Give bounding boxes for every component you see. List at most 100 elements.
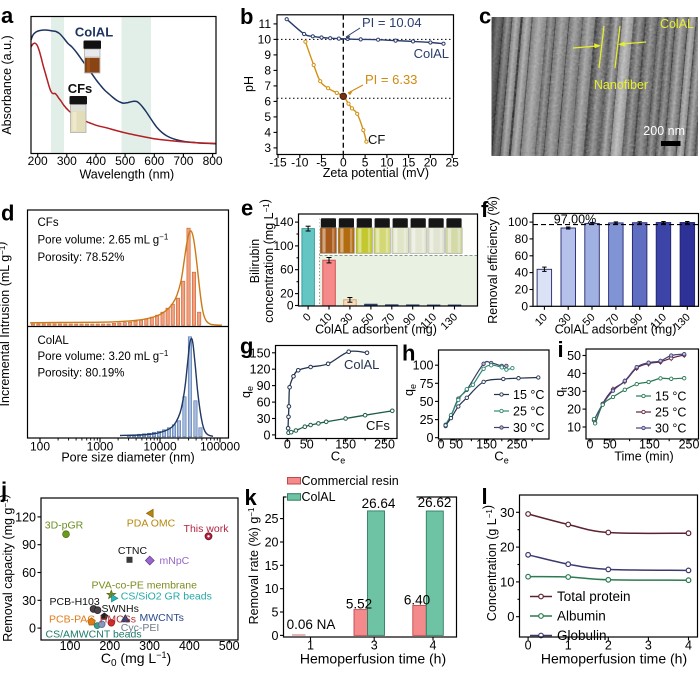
svg-text:50: 50 [300,438,314,452]
svg-text:Hemoperfusion time (h): Hemoperfusion time (h) [300,651,446,667]
svg-text:CFs: CFs [68,81,93,96]
svg-text:Wavelength (nm): Wavelength (nm) [79,168,174,182]
svg-text:3: 3 [264,141,271,155]
svg-text:0: 0 [287,299,294,313]
svg-text:15: 15 [265,559,279,573]
svg-text:200: 200 [28,154,48,168]
svg-text:20: 20 [424,156,438,170]
svg-text:PCB-H103: PCB-H103 [50,596,100,608]
svg-text:ColAL: ColAL [414,46,449,61]
svg-text:60: 60 [257,396,271,410]
svg-text:150: 150 [335,438,356,452]
svg-text:500: 500 [115,154,135,168]
svg-text:l: l [482,484,488,509]
svg-text:0: 0 [427,431,434,445]
svg-text:This work: This work [184,523,230,535]
svg-text:3D-pGR: 3D-pGR [45,520,84,532]
svg-text:600: 600 [144,154,164,168]
svg-text:PDA OMC: PDA OMC [127,518,176,530]
svg-text:0: 0 [587,438,594,452]
svg-text:26.64: 26.64 [362,496,396,511]
svg-text:100: 100 [60,639,81,653]
svg-text:4: 4 [264,125,271,139]
svg-text:50: 50 [567,349,581,363]
svg-text:15: 15 [402,156,416,170]
svg-text:10000: 10000 [143,440,177,454]
svg-text:30 °C: 30 °C [655,422,686,436]
svg-text:25: 25 [445,156,459,170]
svg-text:6.40: 6.40 [404,593,430,608]
svg-text:PI = 10.04: PI = 10.04 [362,15,422,30]
svg-text:Cyc-PEI: Cyc-PEI [121,622,160,634]
svg-text:Pore volume: 3.20 mL g−1: Pore volume: 3.20 mL g−1 [38,349,169,363]
svg-text:25: 25 [265,512,279,526]
svg-text:Porosity: 80.19%: Porosity: 80.19% [38,368,125,380]
svg-text:120: 120 [15,510,36,524]
svg-text:c: c [479,4,491,29]
svg-text:k: k [245,485,258,510]
svg-text:120: 120 [250,363,271,377]
svg-text:Commercial resin: Commercial resin [302,474,399,488]
svg-text:CS/AMWCNT beads: CS/AMWCNT beads [46,628,142,640]
svg-text:80: 80 [515,232,529,246]
svg-text:8: 8 [264,63,271,77]
svg-text:10: 10 [265,582,279,596]
svg-text:a: a [1,3,14,28]
svg-text:-5: -5 [316,156,327,170]
svg-text:250: 250 [679,438,700,452]
svg-text:Concentration (g L−1): Concentration (g L−1) [481,505,499,621]
svg-text:4: 4 [430,638,437,652]
svg-text:10: 10 [380,156,394,170]
svg-text:400: 400 [86,154,106,168]
svg-text:Incremental Intrusion (mL g−1): Incremental Intrusion (mL g−1) [0,242,12,407]
svg-text:Bilirubin: Bilirubin [248,239,262,284]
svg-text:Removal efficiency (%): Removal efficiency (%) [486,196,500,324]
svg-text:75: 75 [420,377,434,391]
svg-text:3: 3 [645,638,652,652]
svg-text:2: 2 [605,638,612,652]
svg-text:30 °C: 30 °C [513,421,544,435]
svg-text:200: 200 [99,639,120,653]
svg-text:60: 60 [22,566,36,580]
svg-text:3: 3 [371,638,378,652]
svg-text:j: j [0,478,7,503]
svg-text:30: 30 [500,505,514,520]
svg-text:Globulin: Globulin [557,628,607,643]
svg-text:PVA-co-PE membrane: PVA-co-PE membrane [92,580,198,592]
svg-text:90: 90 [22,538,36,552]
svg-text:400: 400 [179,639,200,653]
svg-text:800: 800 [203,154,223,168]
svg-text:20: 20 [500,540,514,555]
svg-text:e: e [241,196,253,221]
svg-text:100: 100 [413,359,434,373]
svg-text:7: 7 [264,79,271,93]
svg-text:CFs: CFs [38,217,59,229]
svg-text:100: 100 [30,440,50,454]
svg-text:4: 4 [685,638,692,652]
svg-text:SWNHs: SWNHs [102,603,139,615]
svg-text:ColAL: ColAL [660,17,694,31]
svg-text:0.06 NA: 0.06 NA [287,617,336,632]
svg-text:pH: pH [242,76,256,92]
svg-text:qe: qe [239,386,255,398]
svg-text:Total protein: Total protein [557,589,631,604]
svg-text:Time (min): Time (min) [614,450,673,464]
svg-text:20: 20 [265,535,279,549]
svg-text:15 °C: 15 °C [513,388,544,402]
svg-text:5.52: 5.52 [346,597,372,612]
svg-text:100: 100 [508,215,528,229]
svg-text:0: 0 [521,299,528,313]
svg-text:0: 0 [507,609,514,624]
svg-text:Pore size diameter (nm): Pore size diameter (nm) [61,451,194,465]
svg-text:C0 (mg L−1): C0 (mg L−1) [101,650,171,669]
svg-text:250: 250 [507,438,528,452]
svg-text:PCB-PAC: PCB-PAC [49,613,95,625]
svg-text:150: 150 [639,438,660,452]
svg-text:25 °C: 25 °C [513,405,544,419]
svg-text:0: 0 [525,638,532,652]
svg-text:Absorbance (a.u.): Absorbance (a.u.) [0,35,14,134]
svg-text:h: h [402,341,415,366]
svg-text:Pore volume: 2.65 mL g−1: Pore volume: 2.65 mL g−1 [38,233,169,247]
svg-text:1000: 1000 [87,440,114,454]
svg-text:qe: qe [402,384,418,396]
